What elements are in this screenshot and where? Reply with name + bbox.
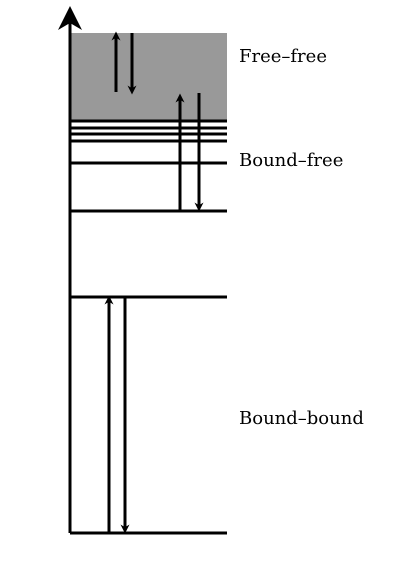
bound-bound-label: Bound–bound [239,408,364,429]
continuum-region [70,33,227,121]
energy-axis-arrowhead [58,6,82,30]
free-free-label: Free–free [239,46,327,67]
bound-free-label: Bound–free [239,150,344,171]
